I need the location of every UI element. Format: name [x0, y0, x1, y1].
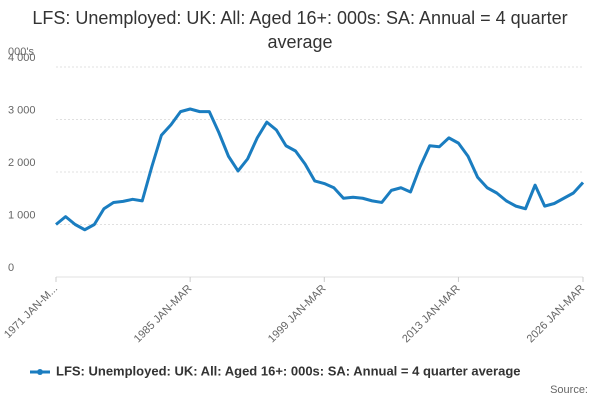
y-tick-label: 0 [8, 262, 14, 274]
series-line [55, 107, 585, 232]
legend-marker [37, 369, 43, 375]
source: Source: [550, 384, 588, 396]
x-tick-label: 2026 JAN-MAR [525, 283, 588, 346]
x-tick-label: 2013 JAN-MAR [400, 283, 463, 346]
y-tick-label: 1 000 [8, 209, 36, 221]
x-tick-label: 1985 JAN-MAR [132, 283, 195, 346]
y-axis-label: 000's [8, 46, 34, 58]
chart-title: LFS: Unemployed: UK: All: Aged 16+: 000s… [32, 8, 568, 52]
x-tick-label: 1971 JAN-M... [2, 283, 60, 341]
y-tick-label: 3 000 [8, 104, 36, 116]
x-tick-label: 1999 JAN-MAR [266, 283, 329, 346]
y-tick-label: 4 000 [8, 52, 36, 64]
y-tick-label: 2 000 [8, 157, 36, 169]
legend-label: LFS: Unemployed: UK: All: Aged 16+: 000s… [56, 363, 521, 378]
